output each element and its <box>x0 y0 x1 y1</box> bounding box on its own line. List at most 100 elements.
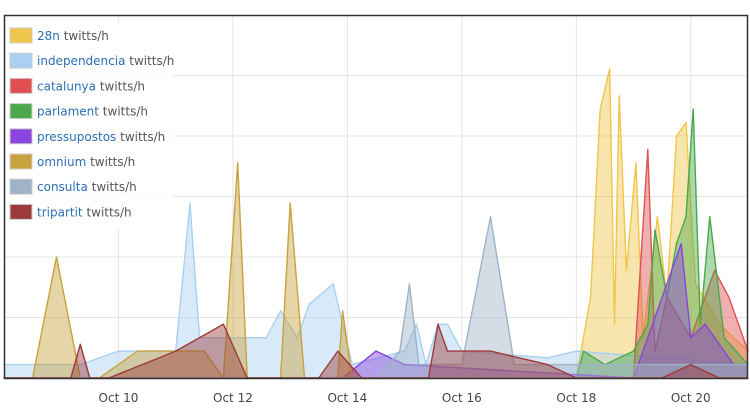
data-point <box>642 337 644 339</box>
data-point <box>575 350 577 352</box>
x-tick-label: Oct 14 <box>327 391 367 405</box>
data-point <box>175 350 177 352</box>
legend-swatch <box>9 203 33 220</box>
x-tick-label: Oct 12 <box>213 391 253 405</box>
data-point <box>690 337 692 339</box>
x-axis: Oct 10 Oct 12 Oct 14 Oct 16 Oct 18 Oct 20 <box>99 391 711 405</box>
legend-item-28n[interactable]: 28n twitts/h <box>9 27 109 44</box>
legend-unit: twitts/h <box>60 29 109 43</box>
data-point <box>728 296 730 298</box>
x-tick-label: Oct 16 <box>442 391 482 405</box>
legend-item-consulta[interactable]: consulta twitts/h <box>9 178 137 195</box>
data-point <box>117 350 120 352</box>
x-tick-label: Oct 10 <box>99 391 139 405</box>
data-point <box>694 283 697 285</box>
data-point <box>489 350 492 352</box>
data-point <box>590 296 592 298</box>
legend-swatch <box>9 77 33 94</box>
legend-label: parlament twitts/h <box>37 105 148 119</box>
x-tick-label: Oct 20 <box>671 391 711 405</box>
legend-swatch <box>9 153 33 170</box>
legend-label: independencia twitts/h <box>37 54 174 68</box>
data-point <box>582 350 585 352</box>
data-point <box>690 364 692 366</box>
data-point <box>654 350 656 352</box>
series-area-parlament <box>4 109 748 378</box>
legend-item-catalunya[interactable]: catalunya twitts/h <box>9 77 145 94</box>
data-point <box>408 283 410 285</box>
data-point <box>79 343 81 345</box>
data-point <box>404 350 406 352</box>
data-point <box>79 364 81 366</box>
data-point <box>547 357 549 359</box>
x-tick-label: Oct 18 <box>556 391 596 405</box>
data-point <box>189 202 191 204</box>
data-point <box>699 323 701 325</box>
data-point <box>418 364 420 366</box>
legend-unit: twitts/h <box>125 54 174 68</box>
legend-series-name[interactable]: independencia <box>37 54 125 68</box>
data-point <box>685 122 687 124</box>
legend-unit: twitts/h <box>86 155 135 169</box>
data-point <box>635 162 637 164</box>
legend-background <box>6 22 174 228</box>
legend-swatch <box>9 178 33 195</box>
legend-swatch <box>9 27 33 44</box>
data-point <box>136 350 139 352</box>
data-point <box>332 283 334 285</box>
data-point <box>547 364 549 366</box>
legend-label: consulta twitts/h <box>37 180 137 194</box>
data-point <box>625 269 628 271</box>
legend-label: 28n twitts/h <box>37 29 109 43</box>
legend-label: omnium twitts/h <box>37 155 135 169</box>
data-point <box>666 296 668 298</box>
data-point <box>599 108 601 110</box>
legend-unit: twitts/h <box>99 105 148 119</box>
data-point <box>704 323 706 325</box>
data-point <box>237 162 239 164</box>
legend-item-pressupostos[interactable]: pressupostos twitts/h <box>9 128 165 145</box>
data-point <box>718 323 721 325</box>
data-point <box>375 350 377 352</box>
data-point <box>289 202 291 204</box>
data-point <box>222 323 224 325</box>
legend-unit: twitts/h <box>96 79 145 93</box>
data-point <box>265 337 267 339</box>
legend-series-name[interactable]: parlament <box>37 105 99 119</box>
series-area-independencia <box>4 203 748 378</box>
legend-series-name[interactable]: tripartit <box>37 205 83 219</box>
data-point <box>618 95 620 97</box>
data-point <box>489 216 492 218</box>
data-point <box>709 216 711 218</box>
data-point <box>308 303 310 305</box>
legend-swatch <box>9 128 33 145</box>
data-point <box>351 364 353 366</box>
legend-series-name[interactable]: consulta <box>37 180 88 194</box>
data-point <box>337 350 339 352</box>
data-point <box>404 364 406 366</box>
data-point <box>437 323 439 325</box>
data-point <box>203 350 205 352</box>
legend-series-name[interactable]: pressupostos <box>37 130 116 144</box>
legend-series-name[interactable]: 28n <box>37 29 60 43</box>
data-point <box>55 256 58 258</box>
legend-item-independencia[interactable]: independencia twitts/h <box>9 52 174 69</box>
data-point <box>692 108 694 110</box>
legend-swatch <box>9 52 33 69</box>
data-point <box>280 310 282 312</box>
series-area-catalunya <box>4 149 748 378</box>
series-area-28n <box>4 68 748 379</box>
data-point <box>461 364 463 366</box>
plot-border <box>3 14 749 380</box>
legend-series-name[interactable]: catalunya <box>37 79 96 93</box>
legend-item-tripartit[interactable]: tripartit twitts/h <box>9 203 132 220</box>
data-point <box>675 243 678 245</box>
legend-item-omnium[interactable]: omnium twitts/h <box>9 153 135 170</box>
data-point <box>647 323 649 325</box>
legend-series-name[interactable]: omnium <box>37 155 86 169</box>
legend-item-parlament[interactable]: parlament twitts/h <box>9 103 148 120</box>
legend-label: tripartit twitts/h <box>37 205 132 219</box>
legend-label: pressupostos twitts/h <box>37 130 165 144</box>
